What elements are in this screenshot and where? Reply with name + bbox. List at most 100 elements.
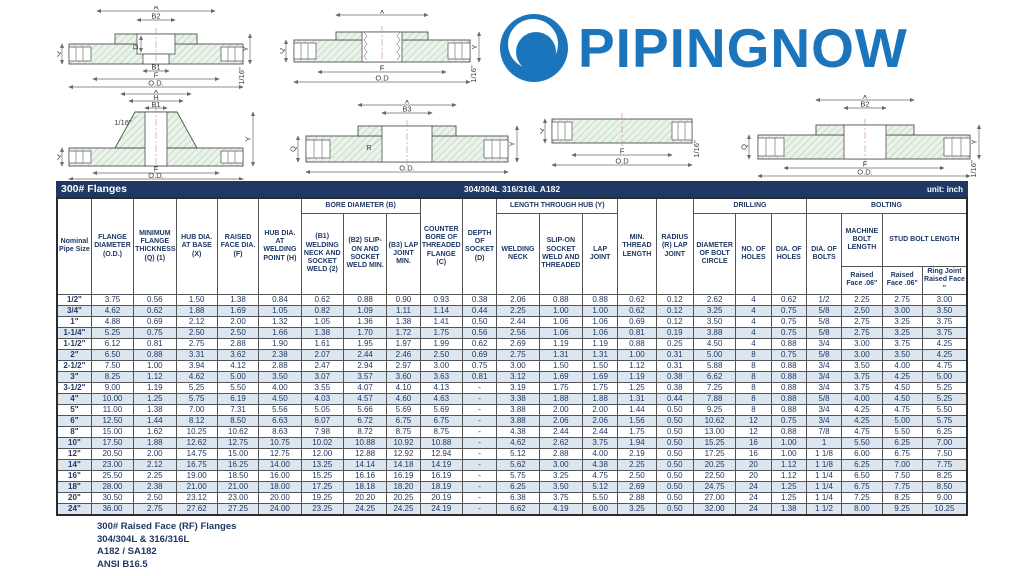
svg-text:F: F: [620, 147, 625, 156]
value-cell: 12.00: [300, 447, 344, 460]
value-cell: 5.25: [175, 381, 218, 394]
pipe-size-cell: 12": [56, 447, 92, 460]
table-row: 5" 11.00 1.38 7.00 7.31 5.56 5.05 5.66 5.69 5.69-…: [56, 403, 968, 416]
value-cell: 0.44: [655, 392, 694, 405]
value-cell: 1.97: [386, 337, 421, 350]
value-cell: 20.00: [258, 491, 302, 504]
value-cell: 3.00: [881, 304, 923, 317]
value-cell: 0.50: [655, 447, 694, 460]
value-cell: 6.62: [496, 502, 540, 516]
value-cell: 5.00: [921, 370, 968, 383]
value-cell: 7.50: [921, 447, 968, 460]
table-title: 300# Flanges: [61, 183, 127, 195]
value-cell: 1.00: [538, 304, 584, 317]
value-cell: 0.50: [655, 480, 694, 493]
value-cell: 4.50: [258, 392, 302, 405]
table-row: 3/4" 4.62 0.62 1.88 1.69 1.05 0.82 1.09 1.11 1.14…: [56, 304, 968, 317]
col-header-raised-face: RAISED FACE DIA. (F): [216, 197, 260, 295]
value-cell: 4.07: [342, 381, 388, 394]
value-cell: 8.50: [921, 480, 968, 493]
value-cell: 9.25: [881, 502, 923, 516]
value-cell: 0.88: [770, 337, 807, 350]
footer-line: 300# Raised Face (RF) Flanges: [97, 521, 237, 532]
value-cell: 20.20: [342, 491, 388, 504]
value-cell: 2.75: [881, 293, 923, 306]
value-cell: 5.62: [496, 458, 540, 471]
value-cell: 12: [735, 425, 772, 438]
value-cell: 23.00: [90, 458, 135, 471]
value-cell: 0.90: [386, 293, 421, 306]
value-cell: 1.19: [581, 337, 619, 350]
value-cell: 2.25: [496, 304, 540, 317]
svg-text:B2: B2: [151, 12, 160, 21]
value-cell: 1/2: [805, 293, 843, 306]
table-material: 304/304L 316/316L A182: [463, 184, 561, 194]
value-cell: 10.02: [300, 436, 344, 449]
svg-text:B1: B1: [151, 63, 160, 72]
value-cell: 6.75: [841, 480, 883, 493]
value-cell: 4: [735, 315, 772, 328]
value-cell: 7.50: [881, 469, 923, 482]
value-cell: 4.00: [841, 392, 883, 405]
svg-text:X: X: [404, 100, 409, 106]
value-cell: 3.94: [175, 359, 218, 372]
svg-text:Q: Q: [57, 51, 62, 57]
value-cell: 1.09: [342, 304, 388, 317]
value-cell: 7.50: [90, 359, 135, 372]
value-cell: 5.56: [258, 403, 302, 416]
value-cell: 0.81: [461, 370, 498, 383]
value-cell: 23.12: [175, 491, 218, 504]
value-cell: 4: [735, 326, 772, 339]
col-header-y-slip-on: SLIP-ON SOCKET WELD AND THREADED: [538, 213, 584, 295]
value-cell: 3.88: [496, 414, 540, 427]
value-cell: 24.19: [419, 502, 463, 516]
col-header-hub-welding: HUB DIA. AT WELDING POINT (H): [258, 197, 302, 295]
footer-line: 304/304L & 316/316L: [97, 533, 190, 545]
value-cell: 1.88: [581, 392, 619, 405]
table-row: 20" 30.50 2.50 23.12 23.00 20.00 19.25 20.20 20.…: [56, 491, 968, 504]
value-cell: 24: [735, 491, 772, 504]
value-cell: 0.62: [617, 293, 657, 306]
value-cell: 12.94: [419, 447, 463, 460]
value-cell: 20.25: [692, 458, 737, 471]
value-cell: 6.19: [216, 392, 260, 405]
svg-text:X: X: [153, 90, 158, 95]
col-header-od: FLANGE DIAMETER (O.D.): [90, 197, 135, 295]
value-cell: 14.19: [419, 458, 463, 471]
value-cell: 3/4: [805, 414, 843, 427]
value-cell: 8: [735, 348, 772, 361]
svg-text:Q: Q: [280, 48, 286, 54]
value-cell: 10.25: [921, 502, 968, 516]
value-cell: 4: [735, 337, 772, 350]
value-cell: 15.00: [216, 447, 260, 460]
value-cell: 4.00: [258, 381, 302, 394]
value-cell: 8: [735, 359, 772, 372]
value-cell: 2.44: [496, 315, 540, 328]
value-cell: 6.25: [496, 480, 540, 493]
value-cell: 8: [735, 381, 772, 394]
value-cell: 1 1/8: [805, 458, 843, 471]
col-header-y-welding-neck: WELDING NECK: [496, 213, 540, 295]
value-cell: 9.00: [921, 491, 968, 504]
table-row: 24" 36.00 2.75 27.62 27.25 24.00 23.25 24.25 24.…: [56, 502, 968, 516]
table-unit: unit: inch: [927, 184, 964, 194]
value-cell: 4.62: [496, 436, 540, 449]
value-cell: 5/8: [805, 304, 843, 317]
value-cell: 1.25: [617, 381, 657, 394]
value-cell: 10.88: [342, 436, 388, 449]
value-cell: 0.50: [655, 458, 694, 471]
col-header-socket-depth: DEPTH OF SOCKET (D): [461, 197, 498, 295]
col-header-stud-bolt: STUD BOLT LENGTH: [881, 213, 968, 267]
svg-text:1/16": 1/16": [692, 140, 701, 158]
value-cell: 3/4: [805, 381, 843, 394]
value-cell: 2.75: [841, 326, 883, 339]
value-cell: 5.05: [300, 403, 344, 416]
pipingnow-logo: PIPINGNOW: [498, 12, 908, 84]
value-cell: 24: [735, 480, 772, 493]
col-header-bolt-circle: DIAMETER OF BOLT CIRCLE: [692, 213, 737, 295]
value-cell: 4.50: [881, 392, 923, 405]
value-cell: 1.00: [581, 304, 619, 317]
value-cell: 1.00: [617, 348, 657, 361]
svg-text:B3: B3: [402, 105, 411, 114]
value-cell: 1.36: [342, 315, 388, 328]
